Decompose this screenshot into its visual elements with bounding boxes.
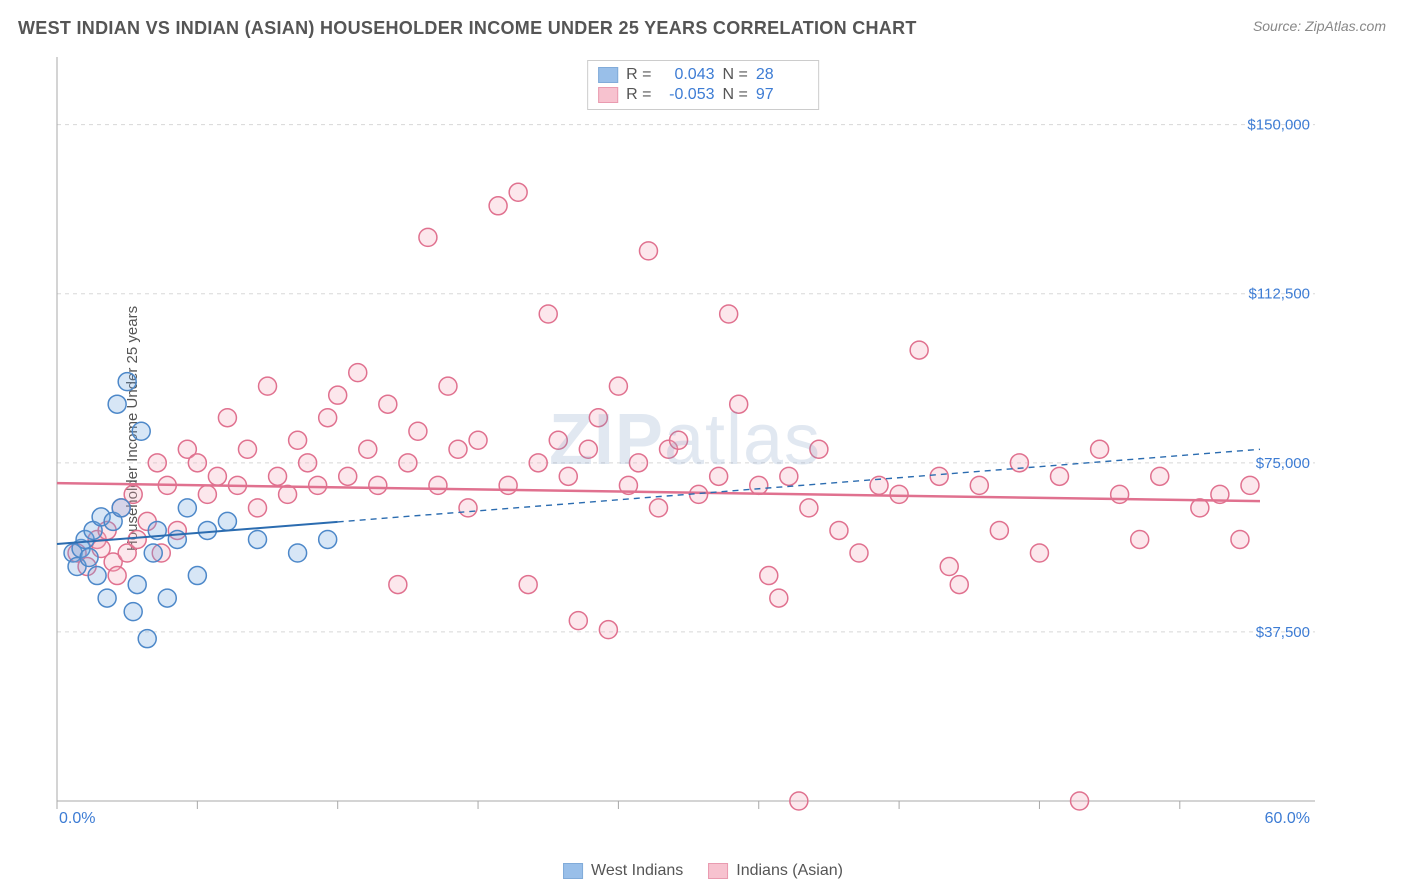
stats-row-west-indians: R = 0.043 N = 28: [598, 65, 808, 85]
n-value-indians-asian: 97: [756, 86, 808, 104]
svg-text:60.0%: 60.0%: [1265, 810, 1310, 825]
legend-item-indians-asian: Indians (Asian): [708, 862, 843, 880]
scatter-chart: $37,500 $75,000 $112,500 $150,000 0.0% 60.0%: [55, 55, 1315, 825]
r-value-west-indians: 0.043: [660, 66, 715, 84]
chart-title: WEST INDIAN VS INDIAN (ASIAN) HOUSEHOLDE…: [18, 18, 917, 39]
r-label: R =: [626, 66, 651, 84]
swatch-indians-asian: [598, 87, 618, 103]
svg-text:0.0%: 0.0%: [59, 810, 95, 825]
svg-text:$112,500: $112,500: [1249, 286, 1310, 303]
source-attribution: Source: ZipAtlas.com: [1253, 18, 1386, 34]
svg-text:$37,500: $37,500: [1256, 624, 1310, 641]
n-value-west-indians: 28: [756, 66, 808, 84]
stats-row-indians-asian: R = -0.053 N = 97: [598, 85, 808, 105]
legend-label-indians-asian: Indians (Asian): [736, 862, 843, 880]
bottom-legend: West Indians Indians (Asian): [563, 862, 843, 880]
legend-item-west-indians: West Indians: [563, 862, 683, 880]
stats-legend: R = 0.043 N = 28 R = -0.053 N = 97: [587, 60, 819, 110]
n-label: N =: [723, 66, 748, 84]
r-label: R =: [626, 86, 651, 104]
legend-swatch-indians-asian: [708, 863, 728, 879]
n-label: N =: [723, 86, 748, 104]
legend-label-west-indians: West Indians: [591, 862, 683, 880]
svg-text:$150,000: $150,000: [1247, 117, 1310, 134]
legend-swatch-west-indians: [563, 863, 583, 879]
r-value-indians-asian: -0.053: [660, 86, 715, 104]
chart-container: ZIPatlas $37,500$75,000$112,500$150,0000…: [55, 55, 1315, 825]
swatch-west-indians: [598, 67, 618, 83]
svg-text:$75,000: $75,000: [1256, 455, 1310, 472]
